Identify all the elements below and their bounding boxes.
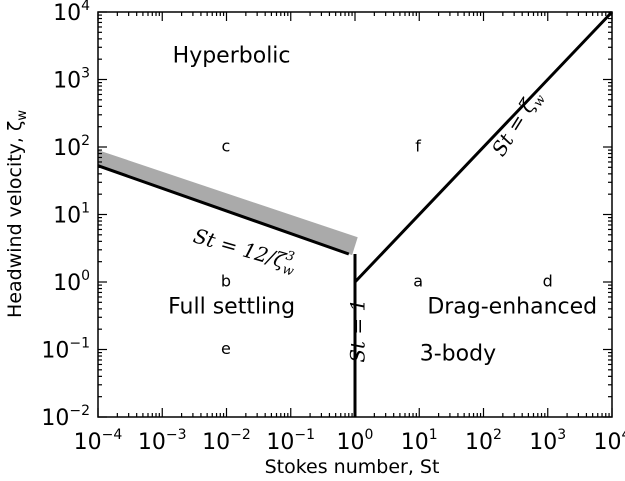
x-tick-label: 101	[401, 427, 438, 455]
band-layer	[98, 150, 358, 256]
y-tick-label-exp: 4	[81, 0, 90, 14]
y-tick-label-exp: 2	[81, 133, 90, 149]
x-tick-label-base: 10	[202, 430, 230, 455]
x-tick-label: 10−2	[202, 427, 251, 455]
x-tick-label: 10−4	[74, 427, 123, 455]
x-tick-label-base: 10	[266, 430, 294, 455]
ticks-layer	[97, 11, 613, 418]
region-label: 3-body	[420, 341, 496, 366]
series-layer	[97, 10, 614, 417]
y-tick-label-exp: 1	[81, 201, 90, 217]
x-tick-label-base: 10	[138, 430, 166, 455]
x-tick-label-exp: 3	[557, 427, 566, 443]
y-tick-label-base: 10	[53, 136, 81, 161]
y-tick-label: 10−2	[41, 403, 90, 431]
x-tick-label-base: 10	[337, 430, 365, 455]
x-tick-label: 100	[337, 427, 374, 455]
curve-label-sub: w	[280, 262, 295, 279]
x-tick-label-base: 10	[529, 430, 557, 455]
y-axis-label-sub: w	[15, 110, 30, 121]
region-label: Full settling	[168, 294, 295, 319]
point-label-d: d	[543, 272, 553, 291]
region-label: Hyperbolic	[173, 43, 291, 68]
x-tick-label: 103	[529, 427, 566, 455]
x-tick-label-exp: 4	[622, 427, 625, 443]
y-tick-label: 100	[53, 268, 90, 296]
x-tick-label-exp: −1	[294, 427, 315, 443]
y-tick-label: 104	[53, 0, 90, 26]
y-tick-label-base: 10	[41, 406, 69, 431]
y-tick-label-exp: 0	[81, 268, 90, 284]
curve-label-2: St = ζw	[487, 86, 550, 163]
y-tick-label-exp: −2	[69, 403, 90, 419]
y-tick-label-base: 10	[41, 339, 69, 364]
x-tick-label-base: 10	[465, 430, 493, 455]
x-tick-label-exp: 1	[429, 427, 438, 443]
x-tick-label: 104	[594, 427, 625, 455]
y-axis-label: Headwind velocity, ζw	[4, 110, 30, 318]
region-label: Drag-enhanced	[427, 294, 597, 319]
x-tick-label-base: 10	[401, 430, 429, 455]
x-tick-label-exp: 0	[365, 427, 374, 443]
x-tick-label: 10−1	[266, 427, 315, 455]
shaded-band	[98, 150, 358, 256]
x-tick-label: 102	[465, 427, 502, 455]
y-tick-label: 103	[53, 66, 90, 94]
point-label-c: c	[222, 137, 231, 156]
y-tick-label-exp: 3	[81, 66, 90, 82]
y-tick-label-base: 10	[53, 69, 81, 94]
labels-layer: 10−410−310−210−110010110210310410−210−11…	[41, 0, 625, 455]
x-tick-label-exp: −4	[102, 427, 123, 443]
point-label-b: b	[221, 272, 231, 291]
x-tick-label-exp: 2	[493, 427, 502, 443]
x-tick-label-base: 10	[74, 430, 102, 455]
y-tick-label-exp: −1	[69, 336, 90, 352]
x-tick-label: 10−3	[138, 427, 187, 455]
y-tick-label-base: 10	[53, 204, 81, 229]
x-axis-label: Stokes number, St	[265, 456, 440, 478]
y-tick-label: 102	[53, 133, 90, 161]
point-label-e: e	[221, 339, 231, 358]
point-label-f: f	[415, 137, 421, 156]
curve-label-sup: 3	[284, 248, 296, 265]
y-tick-label-base: 10	[53, 1, 81, 26]
boundary-line-3	[353, 10, 614, 284]
y-tick-label: 101	[53, 201, 90, 229]
y-tick-label-base: 10	[53, 271, 81, 296]
x-tick-label-base: 10	[594, 430, 622, 455]
curve-label-3: St = 1	[345, 299, 369, 363]
point-label-a: a	[413, 272, 423, 291]
y-tick-label: 10−1	[41, 336, 90, 364]
curve-label-text: St = 12/ζ	[191, 223, 289, 272]
x-tick-label-exp: −3	[166, 427, 187, 443]
y-axis-label-main: Headwind velocity, ζ	[4, 121, 26, 318]
curve-label-text: St = 1	[345, 299, 369, 363]
x-tick-label-exp: −2	[230, 427, 251, 443]
boundary-line-1	[97, 164, 350, 256]
